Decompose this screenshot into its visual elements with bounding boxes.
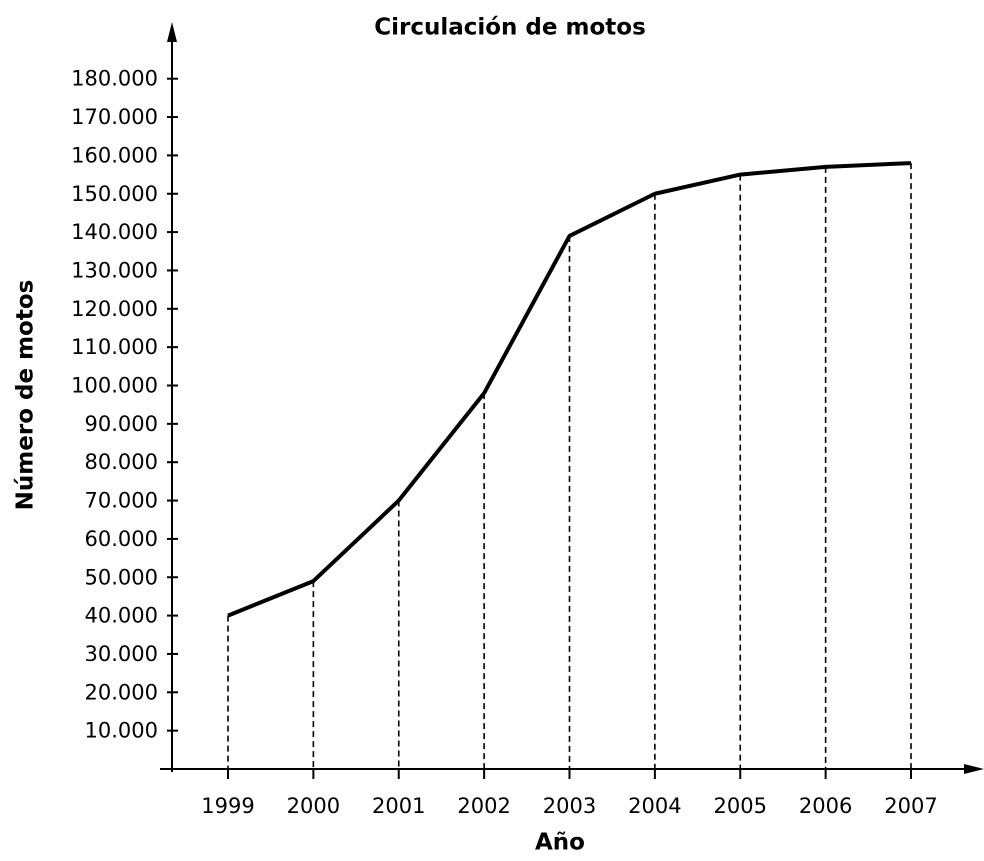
y-tick-label: 160.000 — [71, 143, 158, 167]
y-tick-label: 50.000 — [85, 565, 158, 589]
x-tick-label: 2005 — [714, 794, 767, 818]
y-tick-label: 60.000 — [85, 527, 158, 551]
y-axis-arrow — [167, 22, 177, 42]
y-tick-label: 170.000 — [71, 105, 158, 129]
y-tick-label: 90.000 — [85, 412, 158, 436]
x-tick-label: 1999 — [201, 794, 254, 818]
x-tick-label: 2003 — [543, 794, 596, 818]
y-tick-label: 30.000 — [85, 642, 158, 666]
y-tick-label: 100.000 — [71, 374, 158, 398]
y-tick-label: 150.000 — [71, 182, 158, 206]
x-tick-label: 2004 — [628, 794, 681, 818]
y-tick-label: 130.000 — [71, 258, 158, 282]
y-tick-label: 20.000 — [85, 680, 158, 704]
chart-title: Circulación de motos — [374, 15, 646, 41]
y-tick-label: 80.000 — [85, 450, 158, 474]
x-tick-label: 2002 — [457, 794, 510, 818]
y-tick-label: 10.000 — [85, 719, 158, 743]
y-tick-label: 40.000 — [85, 604, 158, 628]
x-tick-label: 2006 — [799, 794, 852, 818]
y-tick-label: 120.000 — [71, 297, 158, 321]
x-tick-label: 2000 — [287, 794, 340, 818]
y-tick-label: 70.000 — [85, 489, 158, 513]
y-tick-label: 110.000 — [71, 335, 158, 359]
data-line — [227, 161, 912, 618]
x-axis-arrow — [964, 764, 984, 774]
y-axis-label: Número de motos — [13, 280, 39, 511]
x-axis-label: Año — [535, 830, 585, 856]
x-tick-label: 2007 — [884, 794, 937, 818]
x-tick-label: 2001 — [372, 794, 425, 818]
y-tick-label: 180.000 — [71, 67, 158, 91]
y-tick-label: 140.000 — [71, 220, 158, 244]
